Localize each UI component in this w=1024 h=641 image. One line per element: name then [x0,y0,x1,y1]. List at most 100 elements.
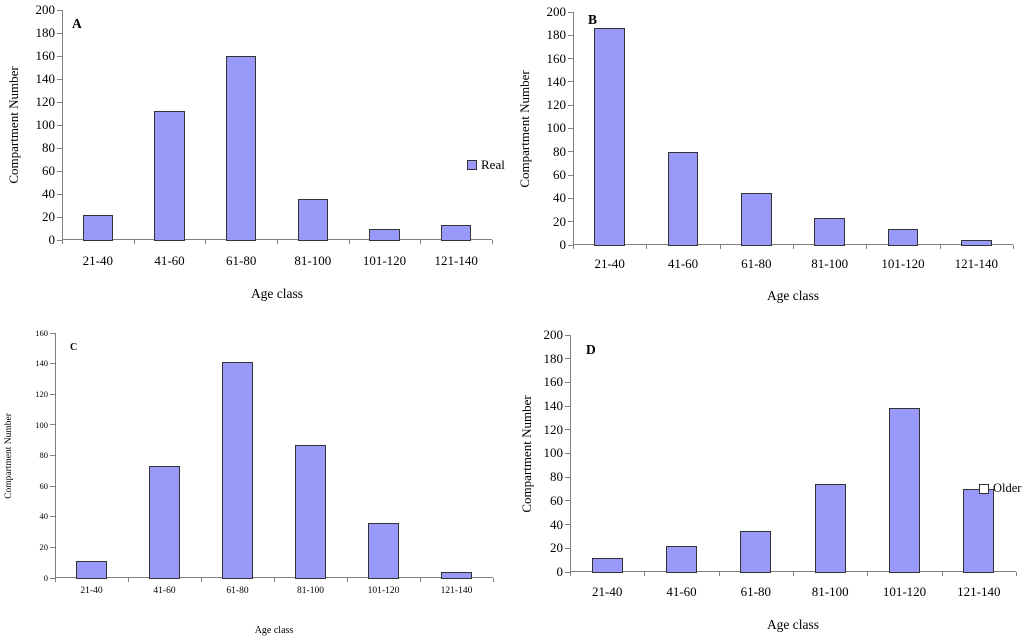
y-tick-label: 60 [39,480,49,491]
y-tick-label: 180 [546,27,567,43]
x-axis-tick [570,572,571,576]
y-axis-tick [57,124,62,126]
x-tick-label: 21-40 [80,586,103,596]
y-tick-label: 100 [543,445,564,461]
x-axis-title: Age class [766,617,820,632]
x-tick-label: 21-40 [594,256,625,271]
x-axis-tick [277,240,278,244]
y-axis-tick [50,363,55,365]
y-axis-tick [565,476,570,478]
y-axis-tick [565,358,570,360]
panel-label: D [586,342,596,357]
x-axis-tick [939,245,941,249]
y-tick-label: 200 [35,1,56,17]
bar-61-80 [222,362,253,579]
x-axis-tick [644,572,646,576]
plot-area [55,333,493,578]
x-axis-tick [62,240,63,244]
bar-101-120 [888,408,921,573]
x-axis-tick [793,245,794,249]
y-tick-label: 120 [35,93,56,109]
y-tick-label: 160 [35,327,48,338]
x-tick-label: 81-100 [294,253,332,268]
bar-21-40 [82,214,113,241]
y-axis-tick [57,170,62,172]
y-axis-tick [568,128,573,129]
y-axis-tick [565,571,570,573]
chart-panel-b: B Compartment Number Age class 0 20 40 60 80… [512,0,1024,320]
x-axis-tick [492,240,493,244]
bar-21-40 [591,557,623,573]
panel-label: A [72,16,82,31]
y-axis-tick [50,424,55,426]
x-tick-label: 61-80 [740,584,771,599]
y-axis-tick [568,197,573,199]
x-tick-label: 81-100 [811,256,849,271]
panel-label: B [588,12,598,27]
y-tick-label: 80 [553,143,566,159]
y-tick-label: 140 [35,358,48,369]
y-tick-label: 120 [546,97,567,113]
x-axis-title: Age class [254,625,294,636]
y-axis-tick [57,193,62,195]
x-tick-label: 121-140 [954,256,998,271]
y-axis-tick [57,55,62,57]
x-axis-title: Age class [250,286,304,301]
y-tick-label: 100 [35,419,48,430]
y-tick-label: 80 [550,469,563,485]
bar-121-140 [441,571,472,579]
x-axis-tick [793,572,794,576]
y-tick-label: 100 [546,120,567,136]
y-tick-label: 180 [543,350,564,366]
legend: Older [979,481,1021,496]
plot-area [573,12,1013,245]
x-axis-tick [128,578,129,582]
x-axis-tick [941,572,943,576]
y-axis-tick [57,239,62,241]
y-axis-tick [57,32,62,34]
bar-41-60 [665,545,698,573]
bar-41-60 [149,466,180,579]
bar-121-140 [963,489,995,573]
y-axis-tick [568,221,573,223]
y-axis-tick [50,393,55,395]
x-axis-tick [205,240,207,244]
bar-41-60 [667,151,699,246]
y-tick-label: 40 [550,516,563,532]
y-axis-tick [568,34,573,36]
y-axis-tick [565,524,570,526]
y-tick-label: 60 [553,167,566,183]
legend-label: Older [993,481,1022,495]
x-axis-tick [646,245,648,249]
plot-area [62,10,492,240]
y-tick-label: 120 [35,388,48,399]
y-axis-tick [565,334,570,336]
bar-81-100 [814,484,846,573]
chart-panel-c: C Compartment Number Age class 0 20 40 60 80… [0,320,512,641]
y-tick-label: 140 [35,70,56,86]
y-tick-label: 0 [43,572,48,583]
y-axis-tick [57,78,62,80]
y-axis-tick [57,101,62,103]
y-tick-label: 20 [550,540,563,556]
y-tick-label: 40 [39,511,49,522]
x-tick-label: 41-60 [154,253,185,268]
y-axis-tick [50,455,55,456]
y-axis-tick [568,81,573,83]
x-axis-tick [133,240,135,244]
x-axis-tick [347,578,348,582]
x-axis-tick [420,240,422,244]
bar-61-80 [740,530,772,573]
y-tick-label: 120 [543,421,564,437]
y-axis-tick [50,332,55,334]
x-axis-tick [573,245,574,249]
bar-41-60 [154,111,185,241]
chart-panel-a: A Compartment Number Age class Real 0 20 4… [0,0,512,320]
chart-panel-d: D Compartment Number Age class Older 0 20… [512,320,1024,641]
y-axis-tick [565,381,570,383]
y-axis-tick [50,485,55,487]
legend: Real [467,157,505,173]
x-tick-label: 121-140 [440,586,473,596]
y-axis-tick [568,58,573,60]
